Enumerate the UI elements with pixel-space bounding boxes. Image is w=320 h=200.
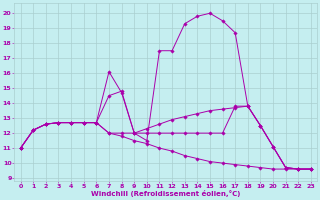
X-axis label: Windchill (Refroidissement éolien,°C): Windchill (Refroidissement éolien,°C): [91, 190, 240, 197]
